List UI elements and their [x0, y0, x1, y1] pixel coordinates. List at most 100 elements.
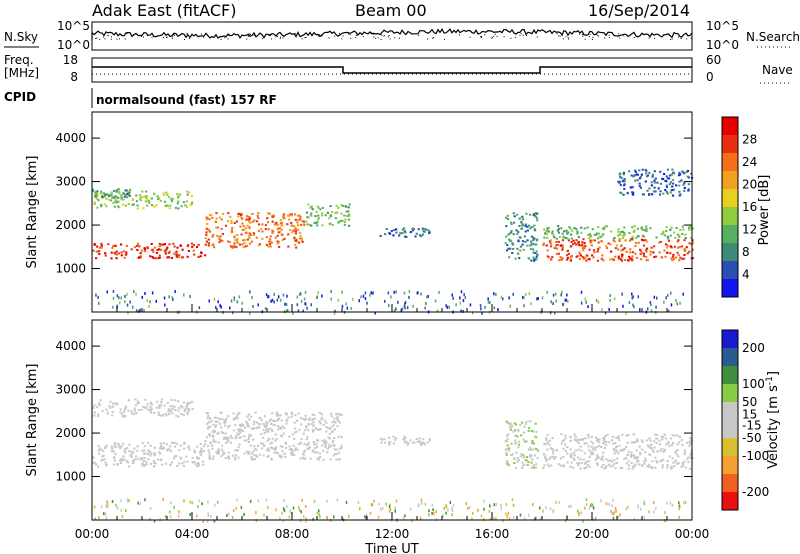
scatter-cell [427, 295, 429, 298]
scatter-cell [420, 498, 423, 502]
echo-cell [645, 225, 648, 228]
echo-cell [208, 455, 211, 458]
echo-cell [265, 423, 268, 426]
echo-cell [165, 191, 168, 194]
scatter-cell [232, 509, 235, 513]
scatter-cell [105, 504, 107, 508]
nsky-trace [91, 27, 693, 40]
echo-cell [197, 463, 200, 466]
echo-cell [259, 423, 262, 426]
echo-cell [535, 217, 539, 220]
echo-cell [310, 205, 313, 208]
scatter-cell [508, 517, 511, 521]
echo-cell [289, 213, 292, 216]
echo-cell [566, 256, 570, 259]
echo-cell [561, 246, 564, 249]
echo-cell [98, 447, 102, 450]
echo-cell [535, 463, 538, 466]
scatter-cell [643, 502, 646, 506]
scatter-cell [502, 297, 504, 301]
echo-cell [248, 216, 251, 218]
echo-cell [517, 252, 520, 255]
echo-cell [389, 232, 392, 235]
echo-cell [113, 459, 116, 462]
scatter-cell [301, 499, 303, 502]
echo-cell [171, 405, 174, 408]
echo-cell [305, 438, 308, 441]
echo-cell [674, 236, 677, 239]
echo-cell [596, 232, 599, 235]
scatter-cell [304, 291, 307, 294]
echo-cell [118, 190, 121, 193]
echo-cell [214, 420, 217, 423]
scatter-cell [267, 295, 270, 299]
scatter-cell [631, 292, 633, 296]
echo-cell [157, 411, 160, 414]
scatter-cell [493, 516, 495, 520]
echo-cell [332, 454, 335, 457]
echo-cell [688, 467, 691, 470]
scatter-cell [676, 302, 678, 306]
echo-cell [200, 449, 203, 452]
echo-cell [315, 222, 318, 225]
echo-cell [297, 228, 300, 231]
echo-cell [144, 398, 147, 401]
echo-cell [127, 203, 130, 205]
scatter-cell [365, 516, 367, 520]
scatter-cell [112, 290, 115, 293]
echo-cell [639, 252, 642, 255]
echo-cell [525, 456, 528, 459]
echo-cell [618, 181, 621, 184]
echo-cell [521, 461, 524, 464]
echo-cell [295, 246, 298, 249]
echo-cell [157, 257, 160, 260]
echo-cell [100, 448, 103, 451]
echo-cell [270, 428, 273, 431]
echo-cell [146, 449, 150, 452]
scatter-cell [419, 516, 422, 520]
echo-cell [103, 192, 106, 195]
echo-cell [337, 435, 340, 438]
echo-cell [177, 196, 180, 199]
echo-cell [673, 465, 676, 467]
echo-cell [667, 442, 670, 445]
echo-cell [140, 249, 143, 252]
echo-cell [291, 450, 294, 453]
scatter-cell [236, 300, 239, 304]
echo-cell [286, 419, 289, 422]
echo-cell [239, 225, 242, 228]
echo-cell [149, 255, 152, 258]
echo-cell [216, 234, 219, 237]
scatter-cell [404, 306, 406, 310]
echo-cell [220, 431, 223, 433]
scatter-cell [493, 306, 496, 310]
scatter-cell [202, 520, 204, 523]
echo-cell [380, 438, 384, 441]
echo-cell [631, 454, 634, 457]
echo-cell [613, 462, 616, 465]
echo-cell [181, 406, 184, 409]
scatter-cell [512, 515, 515, 519]
echo-cell [248, 242, 252, 245]
echo-cell [276, 234, 279, 237]
echo-cell [324, 214, 327, 217]
echo-cell [505, 451, 508, 454]
echo-cell [165, 462, 168, 465]
echo-cell [665, 184, 668, 187]
scatter-cell [585, 498, 588, 502]
echo-cell [236, 233, 239, 236]
echo-cell [562, 464, 565, 467]
echo-cell [114, 453, 117, 456]
echo-cell [545, 244, 548, 247]
echo-cell [640, 439, 644, 442]
echo-cell [288, 435, 291, 438]
echo-cell [672, 182, 675, 185]
echo-cell [630, 462, 633, 465]
scatter-cell [213, 297, 216, 301]
echo-cell [670, 257, 673, 260]
echo-cell [602, 464, 605, 466]
echo-cell [246, 415, 249, 418]
echo-cell [319, 456, 322, 458]
echo-cell [319, 422, 322, 425]
